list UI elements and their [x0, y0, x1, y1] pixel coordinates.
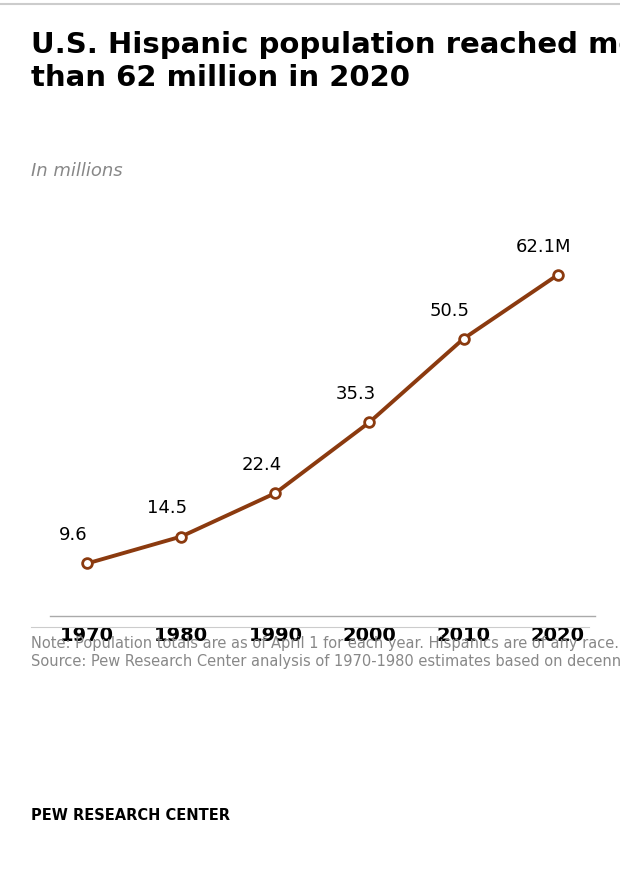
Text: 50.5: 50.5 — [430, 302, 469, 320]
Text: 14.5: 14.5 — [147, 499, 187, 517]
Text: Note: Population totals are as of April 1 for each year. Hispanics are of any ra: Note: Population totals are as of April … — [31, 636, 620, 669]
Text: In millions: In millions — [31, 162, 123, 180]
Text: 35.3: 35.3 — [335, 385, 376, 403]
Text: 22.4: 22.4 — [241, 456, 281, 474]
Text: 9.6: 9.6 — [59, 526, 87, 545]
Text: U.S. Hispanic population reached more
than 62 million in 2020: U.S. Hispanic population reached more th… — [31, 31, 620, 92]
Text: PEW RESEARCH CENTER: PEW RESEARCH CENTER — [31, 808, 230, 823]
Text: 62.1M: 62.1M — [516, 238, 571, 256]
